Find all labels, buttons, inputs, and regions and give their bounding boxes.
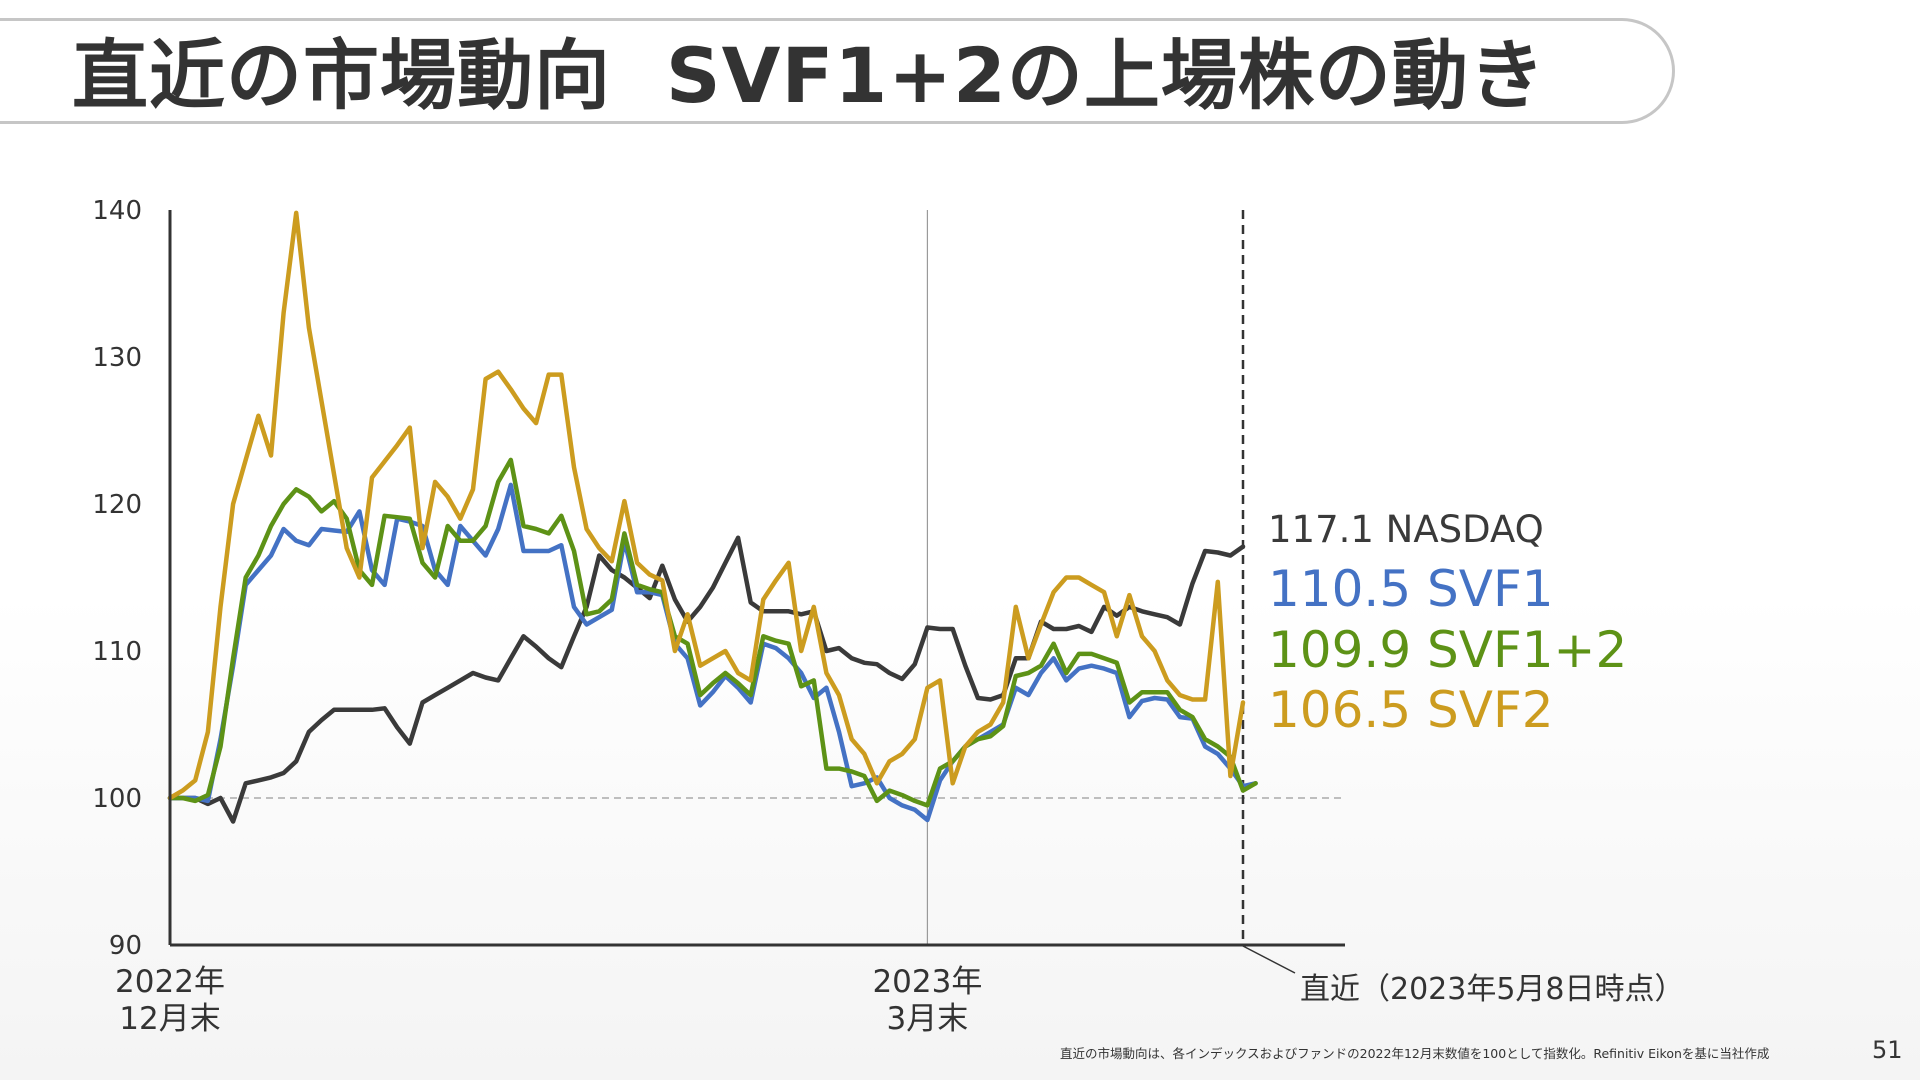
series-line-nasdaq [167,535,1246,824]
page-title: 直近の市場動向 SVF1+2の上場株の動き [72,31,1546,120]
y-tick-label: 130 [92,343,142,373]
page-number: 51 [1872,1036,1903,1064]
end-value-label-svf2: 106.5 SVF2 [1268,681,1554,739]
series-line-svf2 [167,210,1246,801]
title-banner [0,18,1675,124]
y-tick-label: 100 [92,784,142,814]
series-line-svf1-2 [167,457,1258,808]
y-tick-label: 120 [92,490,142,520]
latest-callout-line [1240,944,1296,974]
end-value-label-svf1: 110.5 SVF1 [1268,560,1554,618]
y-tick-label: 90 [109,931,142,961]
x-tick-label: 2022年 12月末 [115,964,225,1037]
end-value-label-nasdaq: 117.1 NASDAQ [1268,508,1544,551]
series-line-svf1 [167,482,1258,823]
y-tick-label: 140 [92,196,142,226]
y-tick-label: 110 [92,637,142,667]
latest-date-label: 直近（2023年5月8日時点） [1300,972,1685,1007]
end-value-label-svf1-2: 109.9 SVF1+2 [1268,621,1627,679]
x-tick-label: 2023年 3月末 [872,964,982,1037]
footnote: 直近の市場動向は、各インデックスおよびファンドの2022年12月末数値を100と… [1060,1046,1770,1061]
